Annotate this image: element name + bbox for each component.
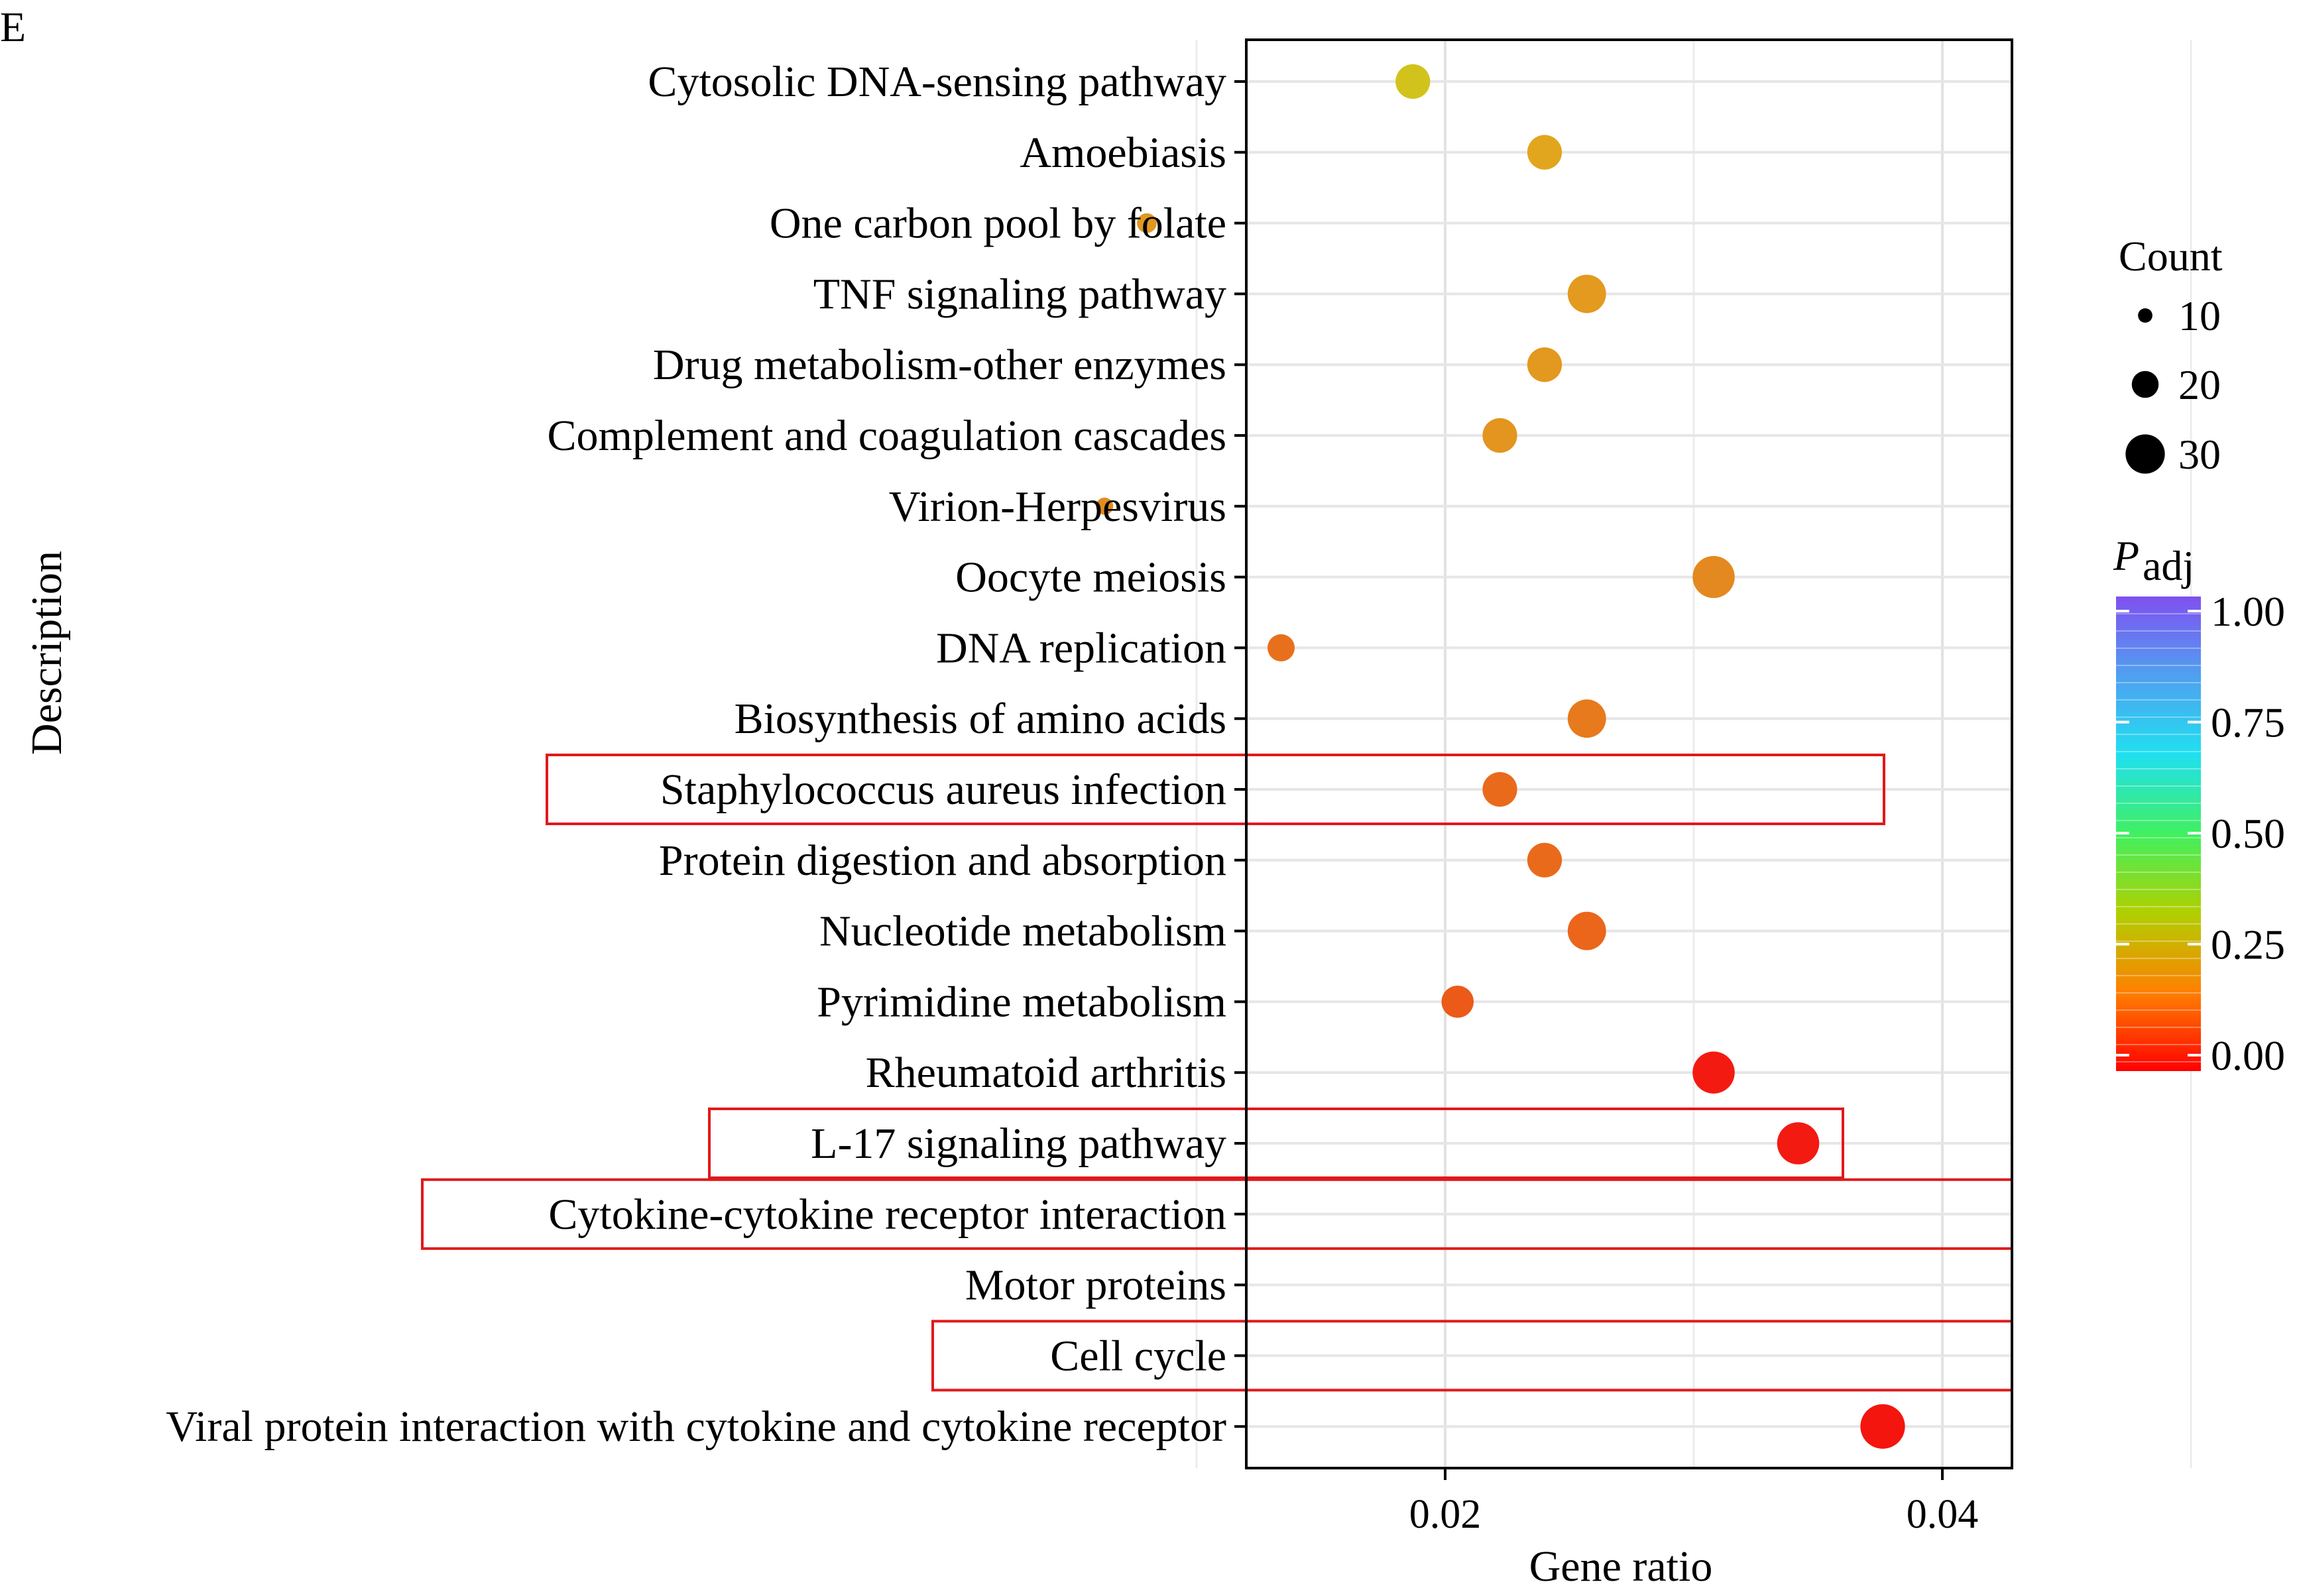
data-point [1527,135,1562,170]
color-bar-stripes [2116,613,2201,1062]
y-tick-label: Pyrimidine metabolism [817,978,1226,1026]
size-legend-title: Count [2119,233,2223,280]
size-legend-dot [2138,308,2152,323]
data-point [1482,771,1517,807]
y-tick-label: Protein digestion and absorption [659,836,1226,885]
size-legend-label: 10 [2178,292,2221,339]
color-bar-tick-label: 0.50 [2211,810,2285,857]
y-tick-label: Biosynthesis of amino acids [735,695,1226,743]
color-legend: P adj 1.00 0.75 0.50 0.25 0.00 [2113,532,2285,1079]
x-axis-ticks: 0.020.040.06 [1409,1468,1979,1537]
size-legend: Count 10 20 30 [2119,233,2223,478]
size-legend-label: 30 [2178,431,2221,478]
highlight-box [708,1108,1844,1179]
highlight-box [546,754,1885,825]
data-points [1096,64,1905,1449]
color-bar-ticks: 1.00 0.75 0.50 0.25 0.00 [2116,588,2285,1079]
size-legend-dot [2125,434,2165,474]
y-tick-label: Rheumatoid arthritis [866,1049,1226,1097]
data-point [1267,634,1295,661]
data-point [1777,1122,1820,1165]
data-point [1527,842,1562,878]
y-axis-ticks: Cytosolic DNA-sensing pathway Amoebiasis O… [166,58,1246,1451]
x-tick-label: 0.02 [1409,1492,1482,1537]
y-tick-label: Virion-Herpesvirus [889,483,1226,531]
data-point [1692,555,1735,598]
data-point [1860,1404,1905,1449]
grid-lines [1195,40,2192,1468]
color-legend-title: P [2113,532,2139,579]
y-tick-label: L-17 signaling pathway [811,1119,1226,1168]
y-tick-label: Viral protein interaction with cytokine … [166,1402,1226,1451]
color-bar-tick-label: 1.00 [2211,588,2285,635]
y-tick-label: Complement and coagulation cascades [548,412,1226,460]
x-tick-label: 0.04 [1907,1492,1979,1537]
y-tick-label: One carbon pool by folate [770,200,1226,248]
data-point [1096,497,1114,515]
data-point [1527,347,1562,382]
color-bar [2116,597,2201,1071]
x-axis-title: Gene ratio [1529,1542,1713,1591]
y-tick-label: Staphylococcus aureus infection [660,766,1226,814]
y-tick-label: Motor proteins [965,1261,1226,1310]
data-point [1692,1051,1735,1094]
data-point [1441,986,1474,1018]
size-legend-dot [2131,370,2159,398]
y-tick-label: DNA replication [936,624,1226,672]
y-tick-label: Cell cycle [1050,1332,1226,1380]
data-point [1482,418,1517,453]
y-tick-label: Drug metabolism-other enzymes [653,341,1226,389]
y-tick-label: Cytokine-cytokine receptor interaction [548,1190,1226,1239]
data-point [1567,699,1606,738]
color-bar-tick-label: 0.75 [2211,699,2285,746]
plot-panel-border [1245,38,2013,1469]
y-axis-title: Description [23,551,71,755]
data-point [1137,213,1157,233]
color-bar-tick-label: 0.25 [2211,921,2285,968]
y-tick-label: TNF signaling pathway [813,270,1226,318]
data-point [1567,911,1606,950]
y-tick-label: Amoebiasis [1020,129,1226,177]
y-tick-label: Cytosolic DNA-sensing pathway [648,58,1226,106]
data-point [1567,274,1606,314]
color-bar-tick-label: 0.00 [2211,1032,2285,1079]
size-legend-label: 20 [2178,361,2221,408]
y-tick-label: Nucleotide metabolism [819,907,1226,956]
data-point [1395,64,1431,99]
panel-letter: E [0,3,26,50]
y-tick-label: Oocyte meiosis [955,553,1226,602]
color-legend-subscript: adj [2143,542,2194,589]
